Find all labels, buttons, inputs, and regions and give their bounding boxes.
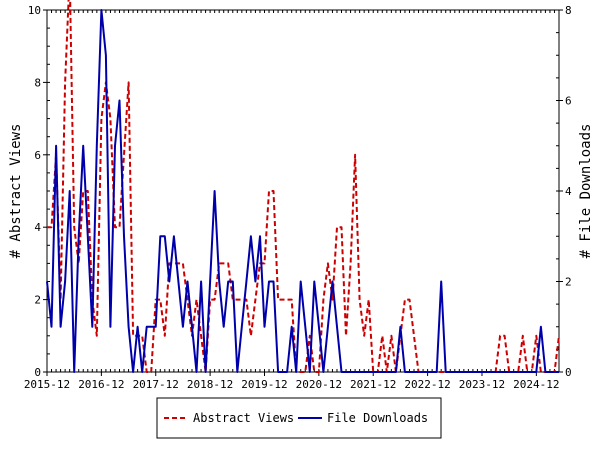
y-axis-title: # Abstract Views [8, 124, 24, 259]
y-tick-label: 0 [34, 366, 41, 379]
plot-area [46, 9, 560, 373]
x-tick-label: 2018-12 [187, 378, 233, 391]
x-tick-label: 2015-12 [24, 378, 70, 391]
y-tick-label: 6 [34, 149, 41, 162]
y2-tick-label: 4 [565, 185, 572, 198]
x-axis: 2015-12 2016-12 2017-12 2018-12 2019-12 2020-… [24, 10, 560, 391]
y2-tick-label: 0 [565, 366, 572, 379]
series-line-file-downloads [46, 9, 559, 373]
y-tick-label: 2 [34, 294, 41, 307]
legend: Abstract Views File Downloads [156, 397, 442, 439]
x-tick-label: 2023-12 [459, 378, 505, 391]
x-tick-label: 2024-12 [513, 378, 559, 391]
x-tick-label: 2016-12 [78, 378, 124, 391]
x-tick-label: 2020-12 [296, 378, 342, 391]
y-tick-label: 4 [34, 221, 41, 234]
legend-label-file-downloads: File Downloads [327, 411, 428, 425]
x-tick-label: 2017-12 [133, 378, 179, 391]
y2-tick-label: 6 [565, 95, 572, 108]
y2-axis-title: # File Downloads [578, 124, 594, 259]
y-axis-right: 0 2 4 6 8 [556, 4, 572, 379]
y-tick-label: 10 [28, 4, 41, 17]
x-tick-label: 2021-12 [350, 378, 396, 391]
x-tick-label: 2022-12 [404, 378, 450, 391]
y2-tick-label: 2 [565, 276, 572, 289]
x-tick-label: 2019-12 [241, 378, 287, 391]
y2-tick-label: 8 [565, 4, 572, 17]
series-layer [46, 0, 560, 373]
y-tick-label: 8 [34, 76, 41, 89]
legend-label-abstract-views: Abstract Views [193, 411, 294, 425]
